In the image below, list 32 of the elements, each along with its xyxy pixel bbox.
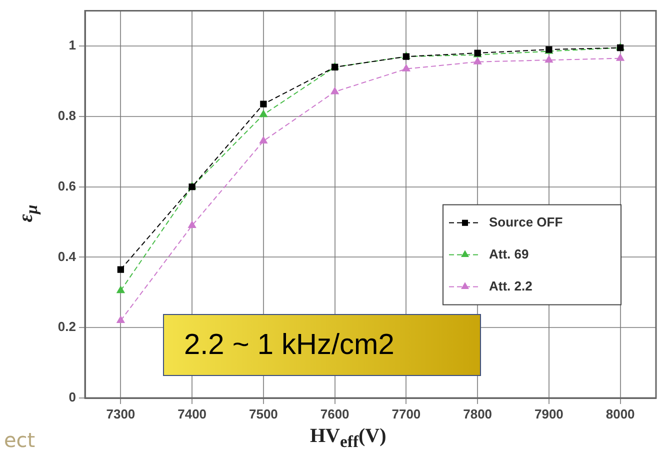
point (259, 110, 268, 118)
point (474, 57, 482, 64)
point (330, 87, 339, 94)
x-tick-label: 7400 (178, 406, 207, 422)
callout-box: 2.2 ~ 1 kHz/cm2 (163, 314, 481, 376)
legend-label: Att. 69 (489, 246, 529, 262)
point (116, 316, 125, 324)
x-tick-label: 7600 (320, 406, 350, 422)
point (616, 54, 624, 61)
x-tick-label: 7500 (248, 406, 278, 422)
x-tick-label: 7300 (106, 406, 136, 422)
y-tick-label: 0.2 (58, 319, 76, 334)
x-tick-label: 7800 (463, 406, 492, 422)
point (188, 221, 196, 228)
point (259, 136, 268, 144)
legend-label: Att. 2.2 (489, 278, 532, 294)
point (402, 64, 410, 72)
legend-label: Source OFF (489, 214, 563, 230)
y-tick-label: 1 (68, 38, 76, 53)
y-tick-label: 0.8 (58, 108, 76, 123)
x-tick-label: 7900 (534, 406, 564, 422)
text: ect (4, 428, 36, 452)
point (116, 286, 125, 294)
x-tick-label: 8000 (606, 406, 635, 422)
y-tick-label: 0.6 (58, 178, 76, 194)
x-tick-label: 7700 (392, 406, 421, 422)
x-axis-title: HV$_{eff}$(V) (310, 425, 386, 452)
y-tick-label: 0.4 (58, 248, 77, 264)
point (117, 266, 124, 273)
point (260, 100, 267, 108)
y-tick-label: 0 (68, 390, 76, 405)
point (544, 56, 553, 63)
